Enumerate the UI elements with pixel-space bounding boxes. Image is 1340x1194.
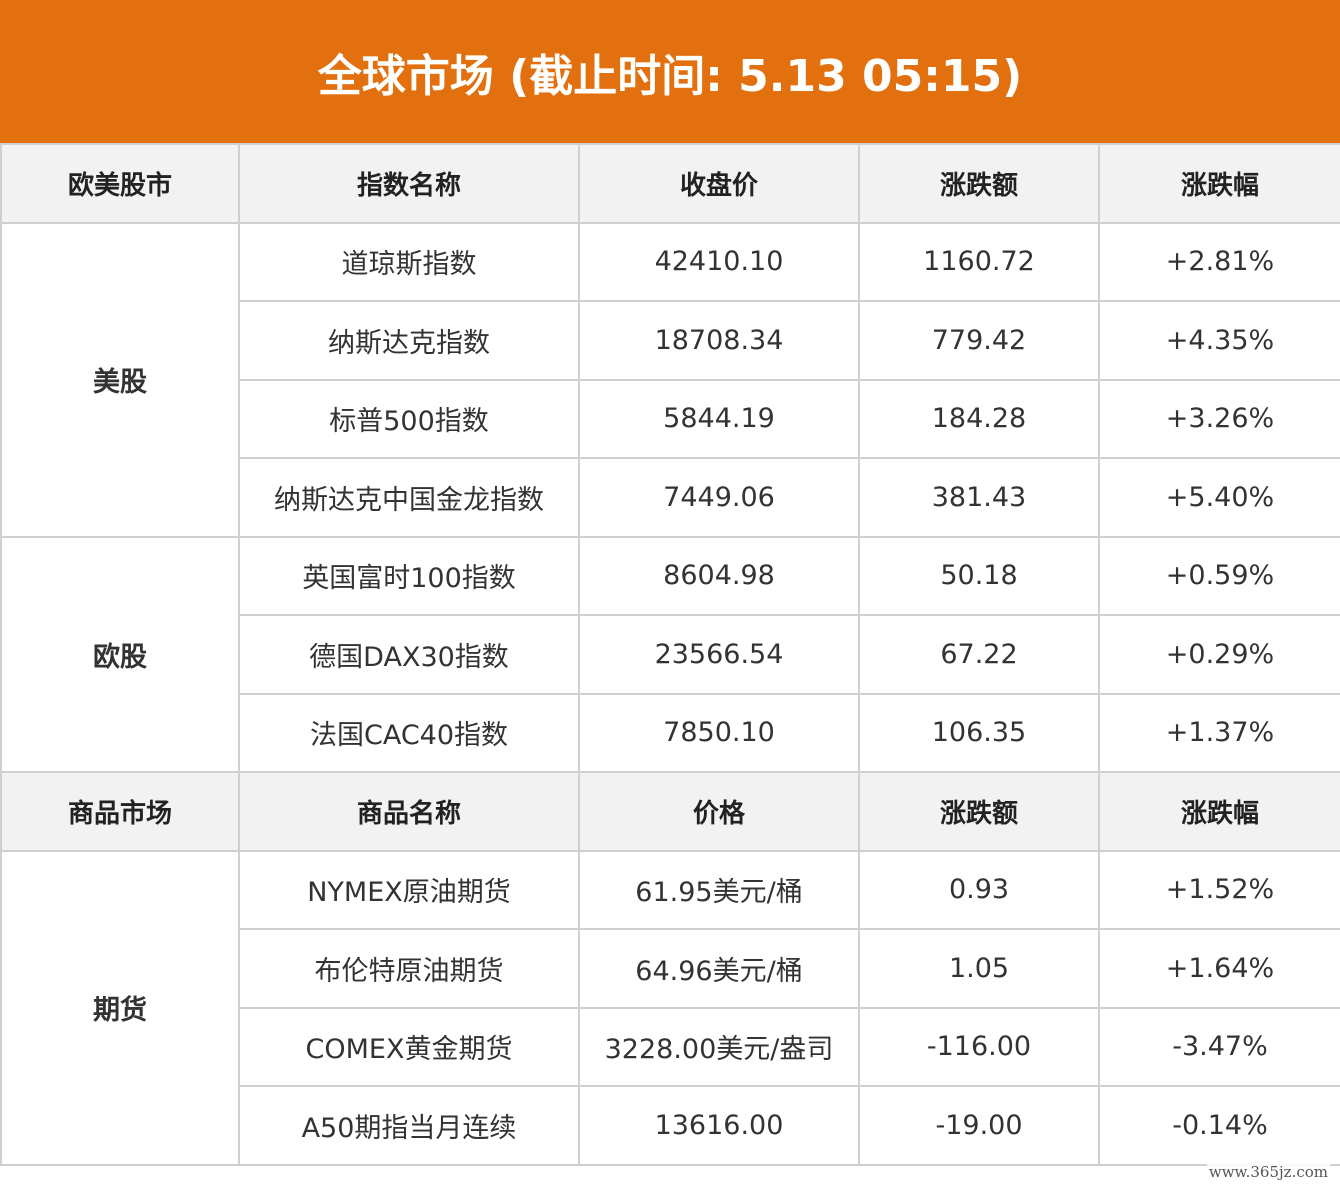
price-cell: 13616.00 <box>578 1085 860 1166</box>
group-label: 美股 <box>0 221 240 538</box>
table-row: 欧股 英国富时100指数 8604.98 50.18 +0.59% <box>0 535 1340 773</box>
price-cell: 61.95美元/桶 <box>578 849 860 930</box>
commodities-header-row: 商品市场 商品名称 价格 涨跌额 涨跌幅 <box>0 771 1340 852</box>
table-row: A50期指当月连续 13616.00 -19.00 -0.14% <box>1 1085 1340 1166</box>
table-row: 纳斯达克指数 18708.34 779.42 +4.35% <box>1 300 1340 381</box>
table-row: 期货 NYMEX原油期货 61.95美元/桶 0.93 +1.52% <box>0 849 1340 1166</box>
change-cell: 779.42 <box>858 300 1100 381</box>
column-header: 涨跌额 <box>858 143 1100 224</box>
instrument-name: COMEX黄金期货 <box>238 1006 580 1087</box>
column-header: 涨跌额 <box>858 771 1100 852</box>
change-cell: 381.43 <box>858 457 1100 538</box>
table-row: 标普500指数 5844.19 184.28 +3.26% <box>1 378 1340 459</box>
group-label: 期货 <box>0 849 240 1166</box>
percent-change-cell: -3.47% <box>1098 1006 1340 1087</box>
table-row: 法国CAC40指数 7850.10 106.35 +1.37% <box>1 692 1340 773</box>
price-cell: 18708.34 <box>578 300 860 381</box>
percent-change-cell: +4.35% <box>1098 300 1340 381</box>
percent-change-cell: +2.81% <box>1098 221 1340 302</box>
instrument-name: 法国CAC40指数 <box>238 692 580 773</box>
price-cell: 42410.10 <box>578 221 860 302</box>
percent-change-cell: +0.29% <box>1098 614 1340 695</box>
percent-change-cell: +5.40% <box>1098 457 1340 538</box>
table-row: 纳斯达克中国金龙指数 7449.06 381.43 +5.40% <box>1 457 1340 538</box>
equities-header-row: 欧美股市 指数名称 收盘价 涨跌额 涨跌幅 <box>0 143 1340 224</box>
change-cell: 184.28 <box>858 378 1100 459</box>
change-cell: -19.00 <box>858 1085 1100 1166</box>
price-cell: 23566.54 <box>578 614 860 695</box>
column-header: 商品名称 <box>238 771 580 852</box>
percent-change-cell: +3.26% <box>1098 378 1340 459</box>
watermark: www.365jz.com <box>1206 1162 1330 1182</box>
change-cell: 1.05 <box>858 928 1100 1009</box>
percent-change-cell: +0.59% <box>1098 535 1340 616</box>
instrument-name: A50期指当月连续 <box>238 1085 580 1166</box>
page-title: 全球市场 (截止时间: 5.13 05:15) <box>0 0 1340 143</box>
column-header: 涨跌幅 <box>1098 771 1340 852</box>
change-cell: 0.93 <box>858 849 1100 930</box>
market-table-body: 欧美股市 指数名称 收盘价 涨跌额 涨跌幅 美股 道琼斯指数 42410.10 1160.72 +… <box>0 143 1340 1166</box>
table-row: 德国DAX30指数 23566.54 67.22 +0.29% <box>1 614 1340 695</box>
percent-change-cell: +1.52% <box>1098 849 1340 930</box>
group-label: 欧股 <box>0 535 240 773</box>
change-cell: 50.18 <box>858 535 1100 616</box>
column-header: 指数名称 <box>238 143 580 224</box>
change-cell: 67.22 <box>858 614 1100 695</box>
table-row: COMEX黄金期货 3228.00美元/盎司 -116.00 -3.47% <box>1 1006 1340 1087</box>
column-header: 涨跌幅 <box>1098 143 1340 224</box>
column-header: 欧美股市 <box>0 143 240 224</box>
percent-change-cell: +1.37% <box>1098 692 1340 773</box>
column-header: 商品市场 <box>0 771 240 852</box>
price-cell: 5844.19 <box>578 378 860 459</box>
price-cell: 64.96美元/桶 <box>578 928 860 1009</box>
instrument-name: 英国富时100指数 <box>238 535 580 616</box>
change-cell: -116.00 <box>858 1006 1100 1087</box>
change-cell: 1160.72 <box>858 221 1100 302</box>
instrument-name: 纳斯达克指数 <box>238 300 580 381</box>
price-cell: 8604.98 <box>578 535 860 616</box>
price-cell: 7850.10 <box>578 692 860 773</box>
table-row: 布伦特原油期货 64.96美元/桶 1.05 +1.64% <box>1 928 1340 1009</box>
instrument-name: 道琼斯指数 <box>238 221 580 302</box>
market-table: 欧美股市 指数名称 收盘价 涨跌额 涨跌幅 美股 道琼斯指数 42410.10 1160.72 +… <box>0 143 1340 1166</box>
column-header: 收盘价 <box>578 143 860 224</box>
percent-change-cell: +1.64% <box>1098 928 1340 1009</box>
instrument-name: 纳斯达克中国金龙指数 <box>238 457 580 538</box>
price-cell: 7449.06 <box>578 457 860 538</box>
instrument-name: 标普500指数 <box>238 378 580 459</box>
instrument-name: 布伦特原油期货 <box>238 928 580 1009</box>
instrument-name: 德国DAX30指数 <box>238 614 580 695</box>
change-cell: 106.35 <box>858 692 1100 773</box>
table-row: 美股 道琼斯指数 42410.10 1160.72 +2.81% <box>0 221 1340 538</box>
price-cell: 3228.00美元/盎司 <box>578 1006 860 1087</box>
column-header: 价格 <box>578 771 860 852</box>
instrument-name: NYMEX原油期货 <box>238 849 580 930</box>
percent-change-cell: -0.14% <box>1098 1085 1340 1166</box>
